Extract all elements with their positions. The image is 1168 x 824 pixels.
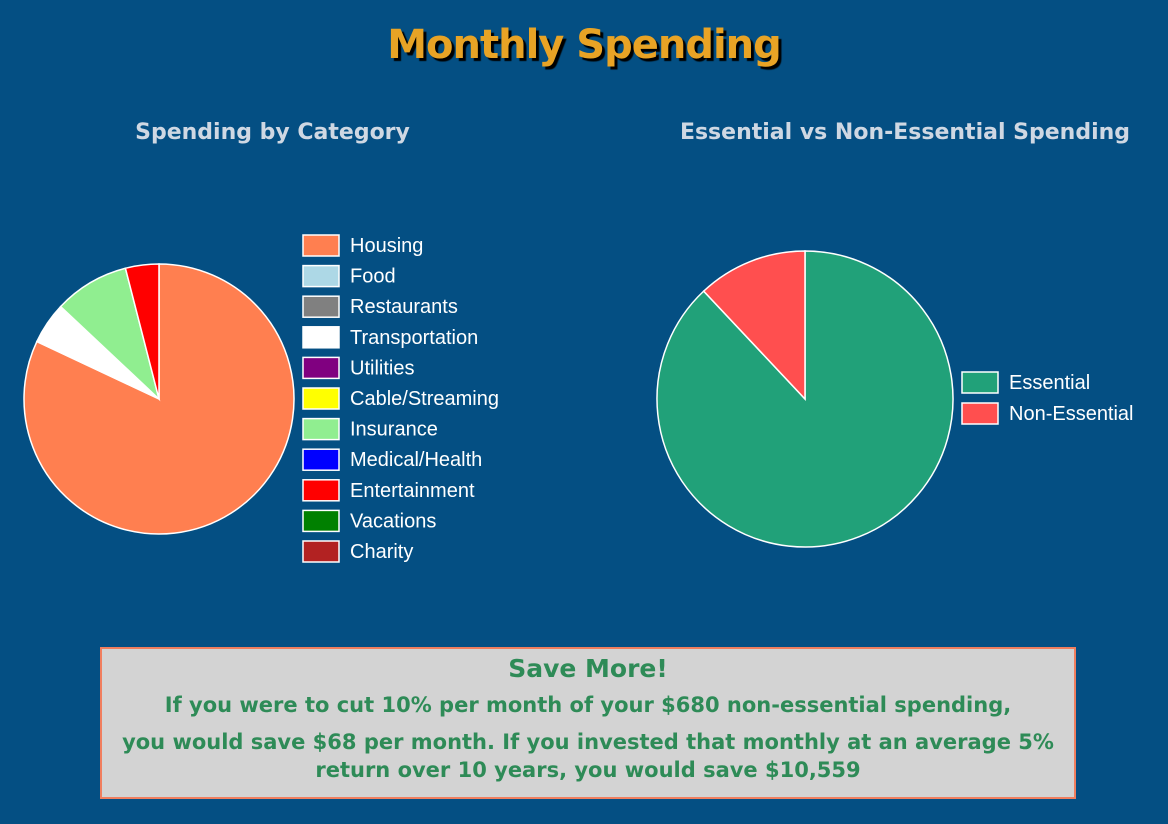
save-more-line-2: you would save $68 per month. If you inv… [122, 730, 1054, 782]
legend-swatch-utilities [302, 356, 340, 380]
legend-swatch-essential [961, 371, 999, 394]
essential-chart-title: Essential vs Non-Essential Spending [679, 120, 1131, 145]
legend-label-charity: Charity [350, 541, 413, 563]
legend-label-cable-streaming: Cable/Streaming [350, 388, 499, 410]
legend-label-entertainment: Entertainment [350, 480, 475, 502]
legend-label-housing: Housing [350, 235, 423, 257]
legend-swatch-cable-streaming [302, 387, 340, 410]
legend-label-medical-health: Medical/Health [350, 449, 482, 471]
legend-swatch-medical-health [302, 448, 340, 471]
save-more-line-1: If you were to cut 10% per month of your… [164, 693, 1012, 717]
legend-swatch-restaurants [302, 295, 340, 318]
save-more-box: Save More! If you were to cut 10% per mo… [100, 647, 1076, 799]
pie-slice-non-essential [702, 250, 806, 401]
category-pie-chart: Housing Food Restaurants Transportation Util… [23, 234, 499, 563]
legend-swatch-non-essential [961, 402, 999, 425]
legend-swatch-food [302, 264, 340, 288]
legend-label-food: Food [350, 266, 396, 288]
page-title: Monthly Spending [387, 22, 782, 68]
legend-swatch-housing [302, 234, 340, 257]
legend-label-vacations: Vacations [350, 510, 436, 532]
legend-label-utilities: Utilities [350, 357, 414, 379]
legend-swatch-entertainment [302, 479, 340, 502]
legend-swatch-insurance [302, 417, 340, 441]
legend-label-transportation: Transportation [350, 327, 478, 349]
legend-label-insurance: Insurance [350, 419, 438, 441]
essential-pie-chart: Essential Non-Essential [656, 250, 1134, 548]
legend-swatch-transportation [302, 326, 340, 349]
category-chart-title: Spending by Category [135, 120, 410, 145]
pie-slice-entertainment [124, 263, 160, 400]
legend-swatch-charity [302, 540, 340, 563]
save-more-heading: Save More! [508, 654, 668, 683]
legend-label-non-essential: Non-Essential [1009, 403, 1134, 425]
legend-label-essential: Essential [1009, 372, 1090, 394]
legend-swatch-vacations [302, 509, 340, 533]
legend-label-restaurants: Restaurants [350, 296, 458, 318]
